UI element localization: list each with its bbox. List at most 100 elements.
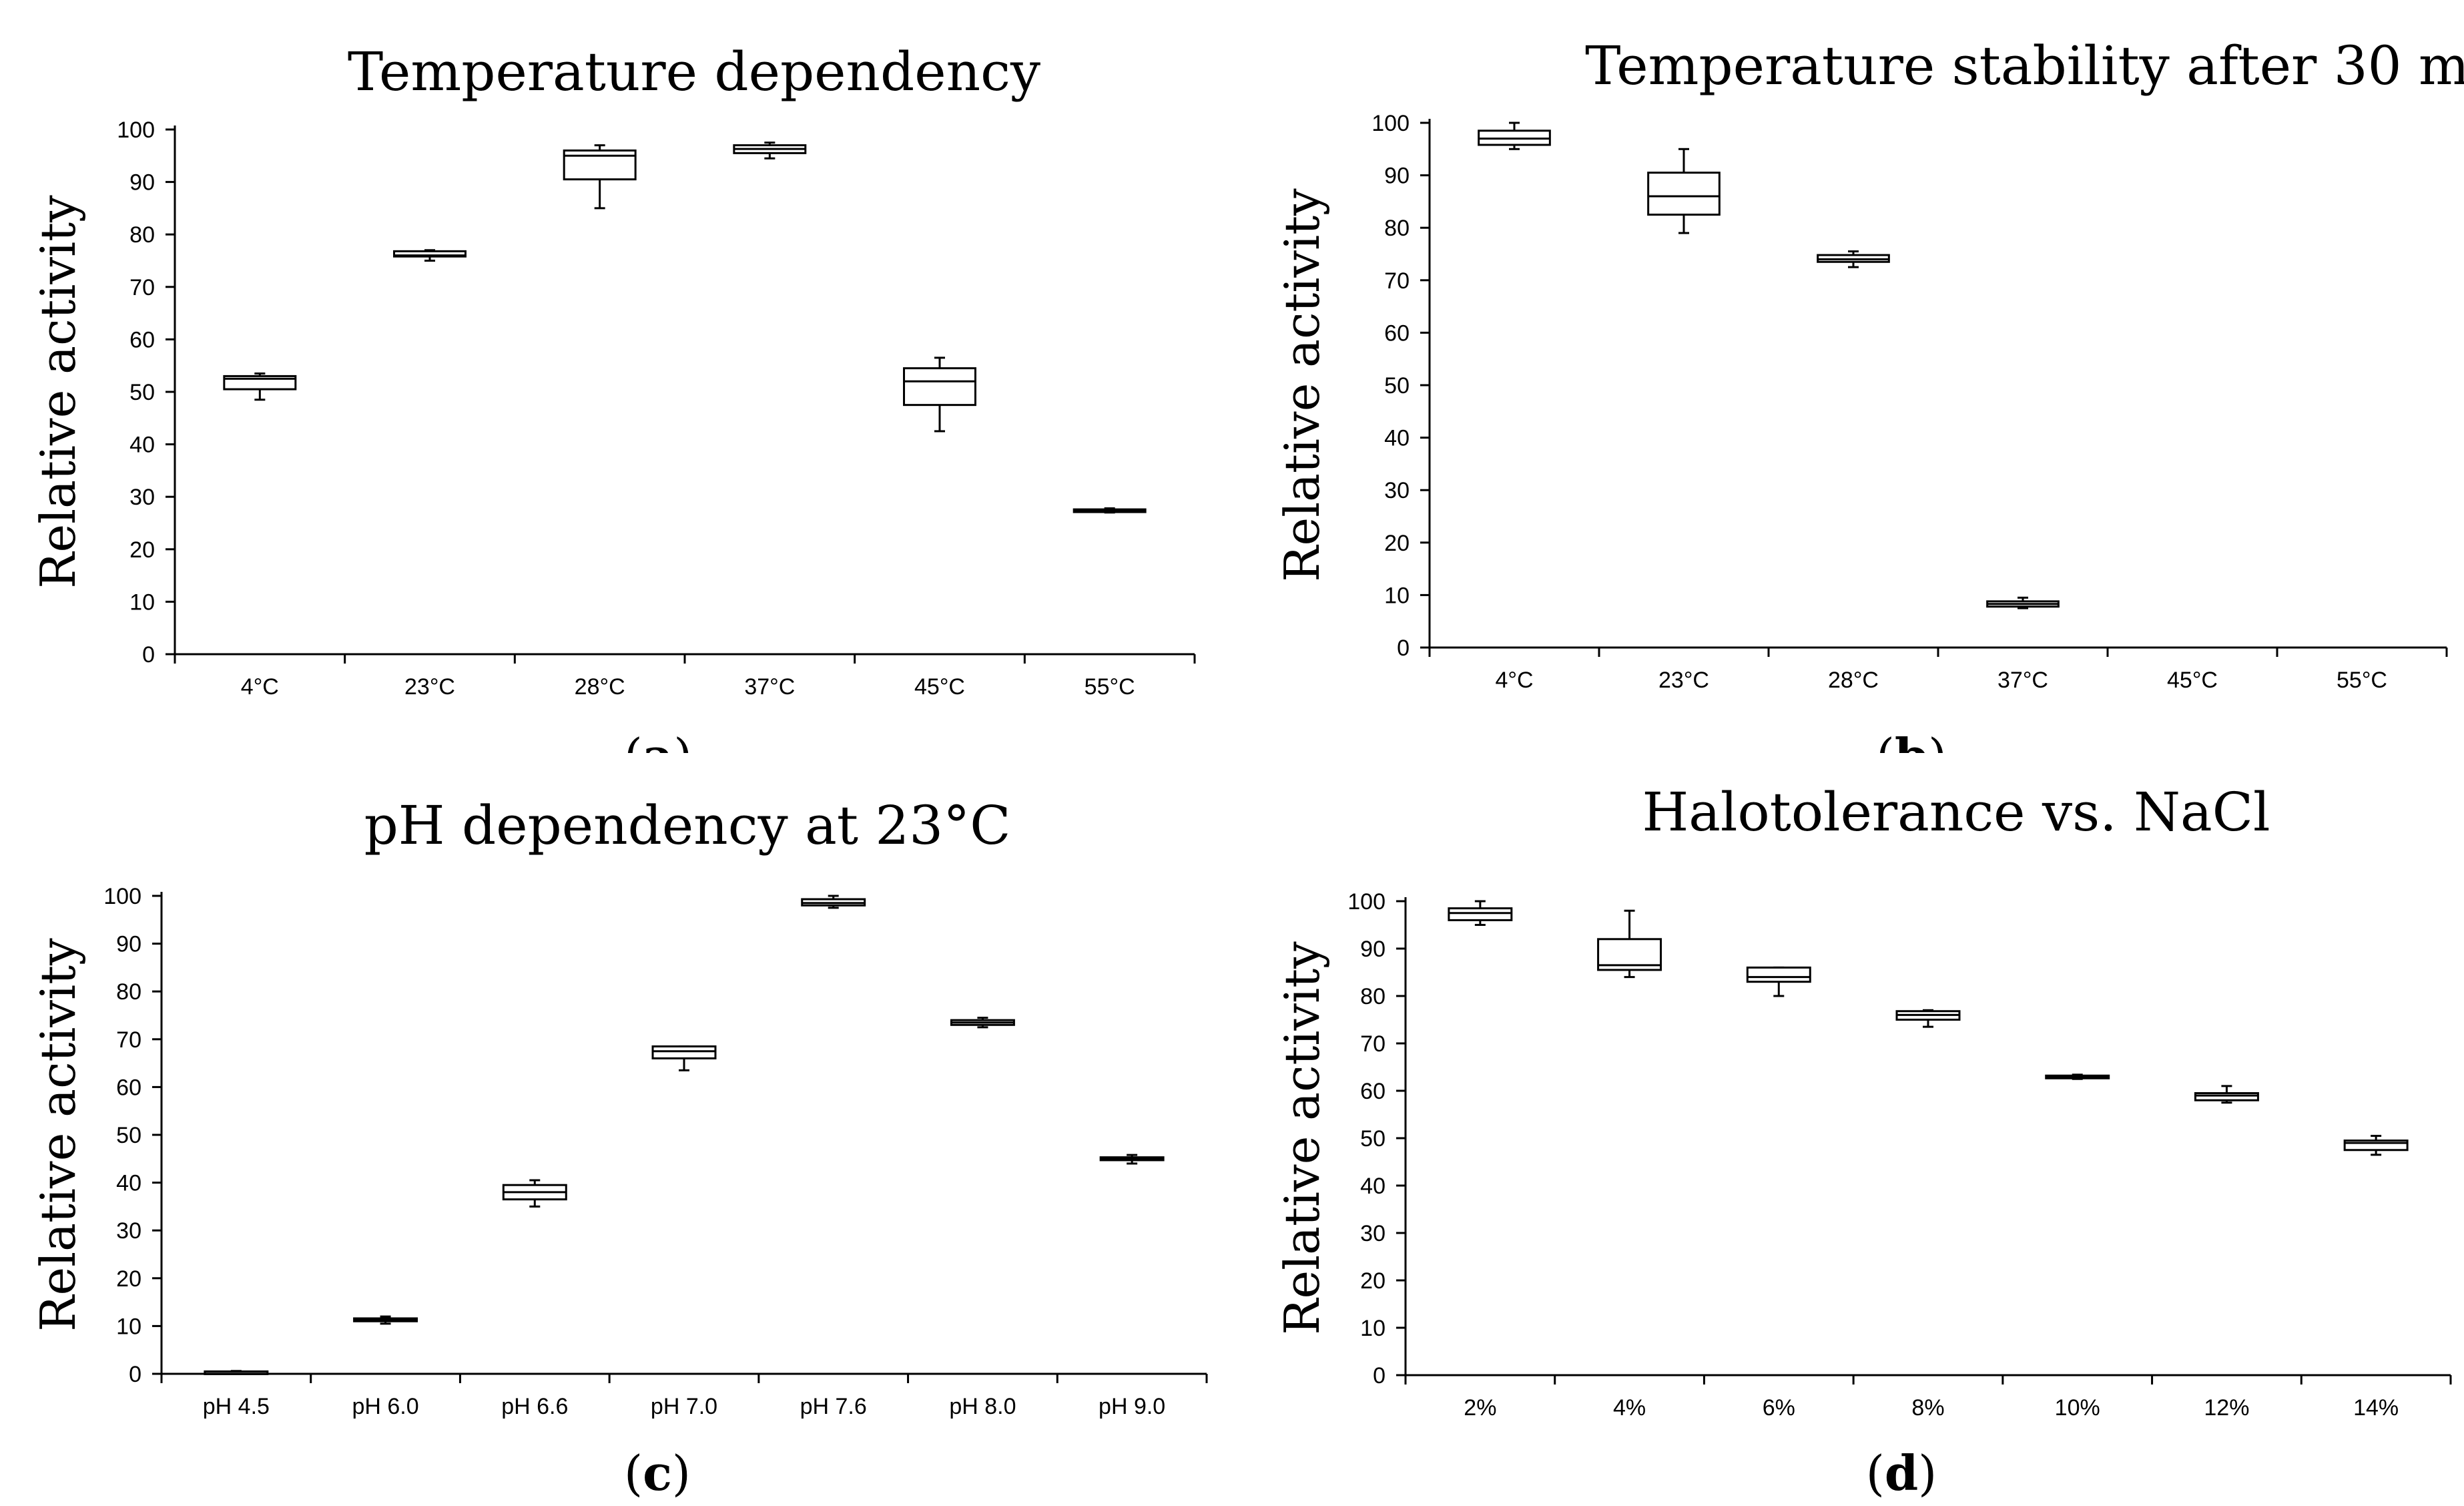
y-tick-label: 0 [1373,1363,1385,1389]
chart-title: Temperature stability after 30 min [1585,35,2464,97]
caption-close-paren: ) [1918,1445,1937,1501]
x-tick-label: 28°C [1828,668,1879,693]
box-pH 7.6 [801,895,866,909]
y-tick-label: 30 [1384,478,1410,503]
y-tick-label: 80 [116,979,141,1005]
box-pH 9.0 [1099,1154,1165,1165]
x-tick-label: pH 7.0 [651,1394,717,1419]
chart-svg-c: pH dependency at 23°C Relative activity 0 1… [30,794,1208,1501]
caption-letter: a [643,728,674,753]
y-tick-label: 30 [129,485,155,510]
box-28°C [1817,250,1890,268]
x-tick-label: 10% [2055,1395,2100,1421]
chart-svg-a: Temperature dependency Relative activity 0… [30,41,1196,753]
y-tick-label: 40 [1360,1174,1385,1199]
iqr-box [651,1045,717,1059]
caption-open-paren: ( [1876,728,1895,753]
y-tick-label: 100 [1371,111,1410,136]
box-23°C [393,249,467,262]
x-tick-label: 45°C [914,674,965,700]
y-tick-label: 90 [129,170,155,196]
y-tick-label: 10 [129,589,155,615]
y-tick-label: 30 [116,1218,141,1244]
y-tick-label: 70 [116,1027,141,1053]
chart-svg-d: Halotolerance vs. NaCl Relative activity 0… [1274,781,2452,1501]
caption-open-paren: ( [624,1445,643,1501]
y-tick-label: 80 [129,222,155,248]
y-tick-label: 20 [1384,531,1410,556]
box-6% [1746,966,1811,997]
y-tick-label: 0 [129,1362,141,1387]
box-4°C [223,372,297,401]
y-tick-label: 100 [117,117,155,143]
box-4% [1597,909,1662,979]
y-tick-label: 50 [1360,1126,1385,1152]
y-tick-label: 50 [116,1123,141,1148]
y-tick-label: 80 [1360,984,1385,1009]
box-55°C [1072,507,1147,514]
box-10% [2045,1073,2110,1080]
y-tick-label: 60 [116,1075,141,1100]
y-tick-label: 60 [1384,320,1410,346]
panel-caption: (d) [1866,1445,1937,1501]
iqr-box [903,367,976,407]
iqr-box [1746,966,1811,983]
y-tick-label: 0 [1397,636,1410,661]
x-tick-label: 23°C [404,674,455,700]
caption-close-paren: ) [1928,728,1947,753]
x-tick-label: pH 6.6 [501,1394,568,1419]
iqr-box [393,250,467,258]
x-tick-label: 55°C [1085,674,1135,700]
box-12% [2194,1085,2259,1104]
x-tick-label: pH 7.6 [800,1394,867,1419]
y-tick-label: 70 [1360,1031,1385,1057]
panel-caption: (b) [1876,728,1947,753]
caption-close-paren: ) [673,728,692,753]
x-tick-label: pH 9.0 [1099,1394,1165,1419]
y-axis-label: Relative activity [1274,941,1330,1335]
x-tick-label: pH 8.0 [949,1394,1016,1419]
y-tick-label: 50 [1384,373,1410,399]
chart-svg-b: Temperature stability after 30 min Relati… [1274,35,2464,753]
box-pH 6.0 [353,1315,418,1325]
y-tick-label: 20 [1360,1268,1385,1294]
y-tick-label: 0 [142,642,155,668]
y-tick-label: 40 [1384,426,1410,451]
caption-letter: d [1885,1445,1918,1501]
x-tick-label: 4% [1613,1395,1646,1421]
panel-caption: (a) [624,728,693,753]
y-tick-label: 10 [1360,1316,1385,1341]
box-28°C [563,144,637,210]
chart-panel-d: Halotolerance vs. NaCl Relative activity 0… [1232,753,2464,1506]
y-tick-label: 60 [1360,1079,1385,1104]
x-tick-label: pH 4.5 [203,1394,270,1419]
y-tick-label: 100 [103,884,141,909]
y-tick-label: 40 [116,1171,141,1196]
y-axis-label: Relative activity [30,195,86,589]
iqr-box [2194,1092,2259,1101]
y-tick-label: 20 [116,1266,141,1292]
box-pH 6.6 [502,1179,567,1208]
iqr-box [1647,172,1721,216]
y-tick-label: 10 [1384,583,1410,608]
chart-title: Temperature dependency [348,41,1040,103]
y-tick-label: 20 [129,537,155,563]
y-tick-label: 80 [1384,216,1410,241]
box-45°C [903,356,976,433]
x-tick-label: 37°C [744,674,795,700]
x-tick-label: 37°C [1997,668,2048,693]
y-tick-label: 90 [116,932,141,957]
chart-title: Halotolerance vs. NaCl [1642,781,2270,843]
y-tick-label: 10 [116,1314,141,1339]
y-tick-label: 70 [129,275,155,300]
box-37°C [1986,596,2060,609]
chart-panel-b: Temperature stability after 30 min Relati… [1232,0,2464,753]
x-tick-label: 23°C [1658,668,1709,693]
x-tick-label: 55°C [2337,668,2387,693]
panel-caption: (c) [624,1445,691,1501]
box-2% [1448,900,1513,926]
box-4°C [1478,121,1551,150]
x-tick-label: 14% [2353,1395,2399,1421]
x-tick-label: 12% [2204,1395,2249,1421]
y-tick-label: 50 [129,380,155,405]
